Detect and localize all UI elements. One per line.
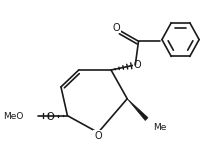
Text: O: O (113, 23, 121, 33)
Text: MeO: MeO (4, 112, 24, 121)
Text: O: O (134, 60, 141, 70)
Text: O: O (47, 111, 54, 122)
Text: Me: Me (153, 123, 167, 132)
Text: O: O (94, 131, 102, 141)
Polygon shape (127, 99, 148, 121)
